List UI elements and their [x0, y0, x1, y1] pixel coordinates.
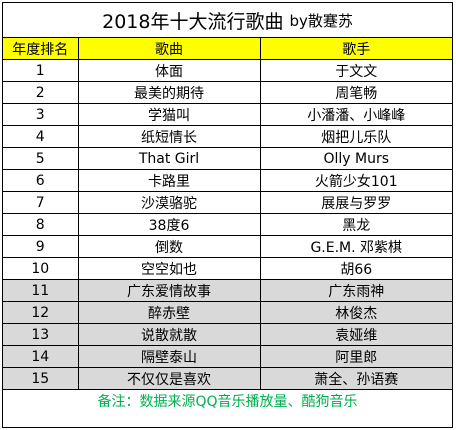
singer-cell: 火箭少女101	[259, 169, 452, 192]
sheet-title: 2018年十大流行歌曲 by散蹇苏	[3, 3, 452, 38]
song-cell: 广东爱情故事	[77, 279, 261, 302]
header-rank: 年度排名	[3, 38, 79, 60]
rank-cell: 11	[3, 279, 79, 302]
header-singer: 歌手	[259, 38, 452, 60]
table-row: 15 不仅仅是喜欢 萧全、孙语赛	[3, 367, 452, 390]
rank-cell: 5	[3, 147, 79, 170]
table-row: 3 学猫叫 小潘潘、小峰峰	[3, 103, 452, 126]
ranking-table: 年度排名 歌曲 歌手 1 体面 于文文 2 最美的期待 周笔畅 3 学猫叫 小潘潘、小峰峰 4 纸短…	[3, 38, 452, 390]
song-cell: 沙漠骆驼	[77, 191, 261, 214]
table-row: 12 醉赤壁 林俊杰	[3, 301, 452, 324]
singer-cell: 萧全、孙语赛	[259, 367, 452, 390]
rank-cell: 10	[3, 257, 79, 280]
table-row: 1 体面 于文文	[3, 59, 452, 82]
song-cell: 空空如也	[77, 257, 261, 280]
table-row: 6 卡路里 火箭少女101	[3, 169, 452, 192]
table-row: 10 空空如也 胡66	[3, 257, 452, 280]
song-cell: 隔壁泰山	[77, 345, 261, 368]
table-row: 13 说散就散 袁娅维	[3, 323, 452, 346]
rank-cell: 4	[3, 125, 79, 148]
song-cell: 纸短情长	[77, 125, 261, 148]
singer-cell: 黑龙	[259, 213, 452, 236]
rank-cell: 13	[3, 323, 79, 346]
rank-cell: 1	[3, 59, 79, 82]
singer-cell: Olly Murs	[259, 147, 452, 170]
title-main: 2018年十大流行歌曲	[102, 10, 284, 33]
table-row: 8 38度6 黑龙	[3, 213, 452, 236]
table-row: 14 隔壁泰山 阿里郎	[3, 345, 452, 368]
song-cell: 38度6	[77, 213, 261, 236]
song-cell: 卡路里	[77, 169, 261, 192]
table-row: 9 倒数 G.E.M. 邓紫棋	[3, 235, 452, 258]
song-cell: 学猫叫	[77, 103, 261, 126]
singer-cell: 林俊杰	[259, 301, 452, 324]
singer-cell: G.E.M. 邓紫棋	[259, 235, 452, 258]
rank-cell: 3	[3, 103, 79, 126]
singer-cell: 胡66	[259, 257, 452, 280]
song-cell: 不仅仅是喜欢	[77, 367, 261, 390]
rank-cell: 14	[3, 345, 79, 368]
singer-cell: 于文文	[259, 59, 452, 82]
song-cell: That Girl	[77, 147, 261, 170]
ranking-rows: 1 体面 于文文 2 最美的期待 周笔畅 3 学猫叫 小潘潘、小峰峰 4 纸短情长 烟把儿乐队 5 Tha…	[3, 59, 452, 390]
singer-cell: 广东雨神	[259, 279, 452, 302]
song-cell: 醉赤壁	[77, 301, 261, 324]
rank-cell: 2	[3, 81, 79, 104]
rank-cell: 7	[3, 191, 79, 214]
song-cell: 倒数	[77, 235, 261, 258]
title-author: by散蹇苏	[289, 11, 353, 30]
singer-cell: 烟把儿乐队	[259, 125, 452, 148]
table-row: 7 沙漠骆驼 展展与罗罗	[3, 191, 452, 214]
header-row: 年度排名 歌曲 歌手	[3, 38, 452, 60]
song-ranking-sheet: 2018年十大流行歌曲 by散蹇苏 年度排名 歌曲 歌手 1 体面 于文文 2 最美的期…	[2, 2, 453, 428]
singer-cell: 阿里郎	[259, 345, 452, 368]
source-note: 备注：数据来源QQ音乐播放量、酷狗音乐	[3, 390, 452, 412]
rank-cell: 12	[3, 301, 79, 324]
song-cell: 最美的期待	[77, 81, 261, 104]
table-row: 2 最美的期待 周笔畅	[3, 81, 452, 104]
table-row: 4 纸短情长 烟把儿乐队	[3, 125, 452, 148]
table-row: 11 广东爱情故事 广东雨神	[3, 279, 452, 302]
rank-cell: 8	[3, 213, 79, 236]
header-song: 歌曲	[77, 38, 261, 60]
singer-cell: 周笔畅	[259, 81, 452, 104]
rank-cell: 9	[3, 235, 79, 258]
song-cell: 说散就散	[77, 323, 261, 346]
rank-cell: 6	[3, 169, 79, 192]
song-cell: 体面	[77, 59, 261, 82]
rank-cell: 15	[3, 367, 79, 390]
singer-cell: 小潘潘、小峰峰	[259, 103, 452, 126]
table-row: 5 That Girl Olly Murs	[3, 147, 452, 170]
singer-cell: 袁娅维	[259, 323, 452, 346]
singer-cell: 展展与罗罗	[259, 191, 452, 214]
